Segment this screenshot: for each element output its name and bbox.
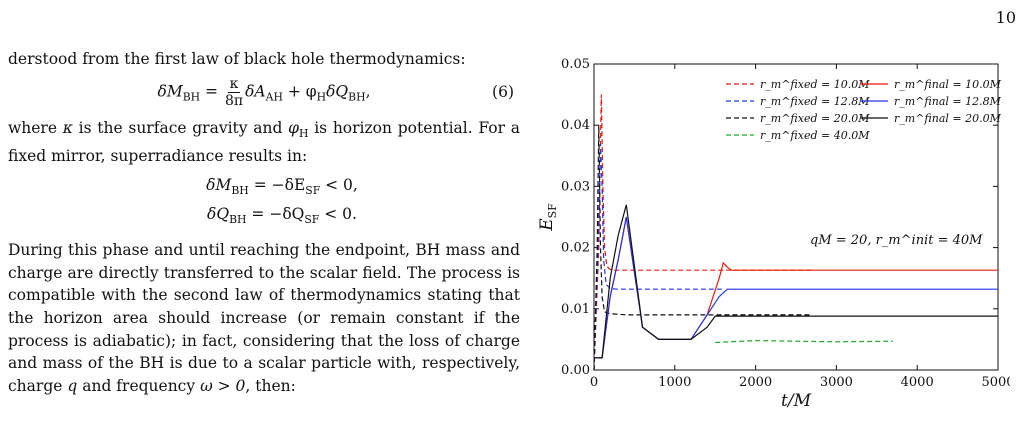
x-tick-label: 2000 xyxy=(739,375,772,390)
x-axis-label: t/M xyxy=(781,391,812,408)
y-tick-label: 0.04 xyxy=(561,118,590,133)
equation-charge: δQBH = −δQSF < 0. xyxy=(207,204,357,226)
legend-label: r_m^final = 12.8M xyxy=(894,95,1002,108)
x-tick-label: 3000 xyxy=(820,375,853,390)
x-tick-label: 1000 xyxy=(658,375,691,390)
equation-block-superradiance: δMBH = −δESF < 0, δQBH = −δQSF < 0. xyxy=(8,174,520,231)
equation-number: (6) xyxy=(492,83,514,102)
y-tick-label: 0.01 xyxy=(561,302,590,317)
y-tick-label: 0.05 xyxy=(561,58,590,72)
legend-label: r_m^fixed = 10.0M xyxy=(760,78,870,91)
legend-label: r_m^fixed = 40.0M xyxy=(760,129,870,142)
series-line xyxy=(594,204,998,359)
plot-frame xyxy=(593,63,999,371)
legend-label: r_m^final = 10.0M xyxy=(894,78,1002,91)
left-column: derstood from the first law of black hol… xyxy=(8,48,520,397)
paragraph-where: where κ is the surface gravity and φH is… xyxy=(8,118,520,166)
plot-annotation: qM = 20, r_m^init = 40M xyxy=(810,233,983,248)
paragraph-phase: During this phase and until reaching the… xyxy=(8,241,520,395)
legend-label: r_m^fixed = 20.0M xyxy=(760,112,870,125)
equation-mass: δMBH = −δESF < 0, xyxy=(206,175,358,197)
paragraph-intro: derstood from the first law of black hol… xyxy=(8,50,466,68)
y-tick-label: 0.03 xyxy=(561,179,590,194)
equation-6-body: δMBH = κ 8π δAAH + φHδQBH, xyxy=(157,76,371,109)
series-line xyxy=(593,125,813,371)
page-number: 10 xyxy=(995,8,1016,27)
y-axis-label: ESF xyxy=(537,203,559,232)
legend-label: r_m^fixed = 12.8M xyxy=(760,95,870,108)
equation-6: δMBH = κ 8π δAAH + φHδQBH, (6) xyxy=(8,73,520,113)
x-tick-label: 0 xyxy=(590,375,598,390)
y-tick-label: 0.00 xyxy=(561,363,590,378)
y-tick-label: 0.02 xyxy=(561,241,590,256)
legend-label: r_m^final = 20.0M xyxy=(894,112,1002,125)
series-line xyxy=(593,94,813,371)
series-line xyxy=(715,339,894,344)
x-tick-label: 4000 xyxy=(901,375,934,390)
series-line xyxy=(593,143,724,371)
